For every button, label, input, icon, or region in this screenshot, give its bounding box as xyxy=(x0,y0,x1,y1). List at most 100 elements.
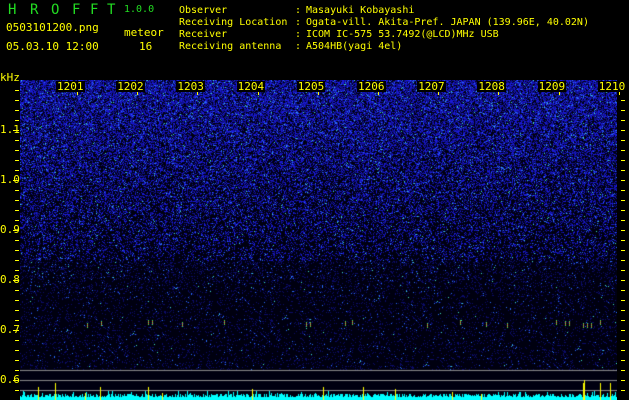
y-tick xyxy=(15,390,19,391)
title-letter: F xyxy=(72,2,81,18)
y-major-tick xyxy=(13,130,19,131)
x-tick xyxy=(317,92,319,95)
y-major-tick xyxy=(13,230,19,231)
y-tick xyxy=(15,270,19,271)
y-tick xyxy=(621,110,625,111)
y-tick xyxy=(15,190,19,191)
y-tick xyxy=(15,320,19,321)
x-tick-label: 1202 xyxy=(116,80,145,93)
y-tick xyxy=(621,230,625,231)
info-colon: : xyxy=(295,29,302,40)
y-tick xyxy=(15,290,19,291)
y-tick xyxy=(15,200,19,201)
x-tick xyxy=(498,92,500,95)
y-tick xyxy=(15,240,19,241)
y-tick-label: 0.6 xyxy=(0,373,20,386)
x-tick xyxy=(378,92,379,95)
y-tick xyxy=(621,330,625,331)
spectrogram-waterfall xyxy=(20,80,617,400)
y-tick xyxy=(621,290,625,291)
info-colon: : xyxy=(295,17,302,28)
y-major-tick xyxy=(13,380,19,381)
x-tick-label: 1206 xyxy=(357,80,386,93)
y-major-tick xyxy=(13,330,19,331)
y-tick xyxy=(15,300,19,301)
info-colon: : xyxy=(295,41,302,52)
x-tick xyxy=(137,92,139,95)
y-tick xyxy=(15,370,19,371)
y-tick xyxy=(621,160,625,161)
file-name: 0503101200.png xyxy=(6,21,99,34)
y-tick xyxy=(621,130,625,131)
y-tick xyxy=(621,120,625,121)
y-tick xyxy=(621,370,625,371)
y-tick xyxy=(621,140,625,141)
info-value: A504HB(yagi 4el) xyxy=(306,41,403,52)
y-tick xyxy=(621,180,625,181)
y-tick xyxy=(621,350,625,351)
y-tick xyxy=(621,390,625,391)
y-tick xyxy=(621,380,625,381)
y-tick xyxy=(621,250,625,251)
meteor-count: 16 xyxy=(139,40,153,53)
y-tick xyxy=(621,300,625,301)
y-tick xyxy=(621,360,625,361)
title-letter: H xyxy=(8,2,17,18)
x-tick xyxy=(618,92,620,95)
x-tick-label: 1207 xyxy=(417,80,446,93)
x-tick-label: 1203 xyxy=(176,80,205,93)
y-major-tick xyxy=(13,180,19,181)
x-tick-label: 1201 xyxy=(56,80,85,93)
y-tick xyxy=(15,90,19,91)
y-axis-unit: kHz xyxy=(0,71,20,84)
x-tick xyxy=(197,92,199,95)
y-tick xyxy=(621,310,625,311)
y-tick xyxy=(15,260,19,261)
y-tick xyxy=(15,220,19,221)
info-key: Observer xyxy=(179,5,228,16)
y-tick xyxy=(621,200,625,201)
y-tick xyxy=(15,350,19,351)
y-tick-label: 1.1 xyxy=(0,123,20,136)
y-tick xyxy=(621,320,625,321)
y-tick-label: 0.7 xyxy=(0,323,20,336)
title-letter: O xyxy=(51,2,60,18)
y-major-tick xyxy=(13,280,19,281)
y-tick-label: 0.8 xyxy=(0,273,20,286)
title-letter: R xyxy=(30,2,39,18)
y-tick xyxy=(15,360,19,361)
x-tick xyxy=(438,92,440,95)
y-tick-label: 1.0 xyxy=(0,173,20,186)
app-version: 1.0.0 xyxy=(124,4,155,15)
y-tick xyxy=(15,160,19,161)
x-tick-label: 1208 xyxy=(477,80,506,93)
info-value: ICOM IC-575 53.7492(@LCD)MHz USB xyxy=(306,29,499,40)
title-letter: F xyxy=(90,2,99,18)
x-tick-label: 1204 xyxy=(236,80,266,93)
x-tick xyxy=(558,92,560,95)
y-tick xyxy=(621,210,625,211)
x-tick-label: 1205 xyxy=(296,80,326,93)
y-tick xyxy=(15,250,19,251)
info-key: Receiving Location xyxy=(179,17,288,28)
y-tick xyxy=(15,100,19,101)
x-tick-label: 1209 xyxy=(537,80,567,93)
x-tick-label: 1210 xyxy=(597,80,627,93)
y-tick-label: 0.9 xyxy=(0,223,20,236)
y-tick xyxy=(621,240,625,241)
y-tick xyxy=(15,340,19,341)
info-key: Receiving antenna xyxy=(179,41,282,52)
y-tick xyxy=(15,110,19,111)
info-key: Receiver xyxy=(179,29,228,40)
y-tick xyxy=(621,150,625,151)
y-tick xyxy=(15,140,19,141)
y-tick xyxy=(621,270,625,271)
y-tick xyxy=(15,120,19,121)
x-tick xyxy=(77,92,78,95)
y-tick xyxy=(15,150,19,151)
y-tick xyxy=(621,100,625,101)
info-colon: : xyxy=(295,5,302,16)
y-tick xyxy=(621,260,625,261)
y-tick xyxy=(621,190,625,191)
